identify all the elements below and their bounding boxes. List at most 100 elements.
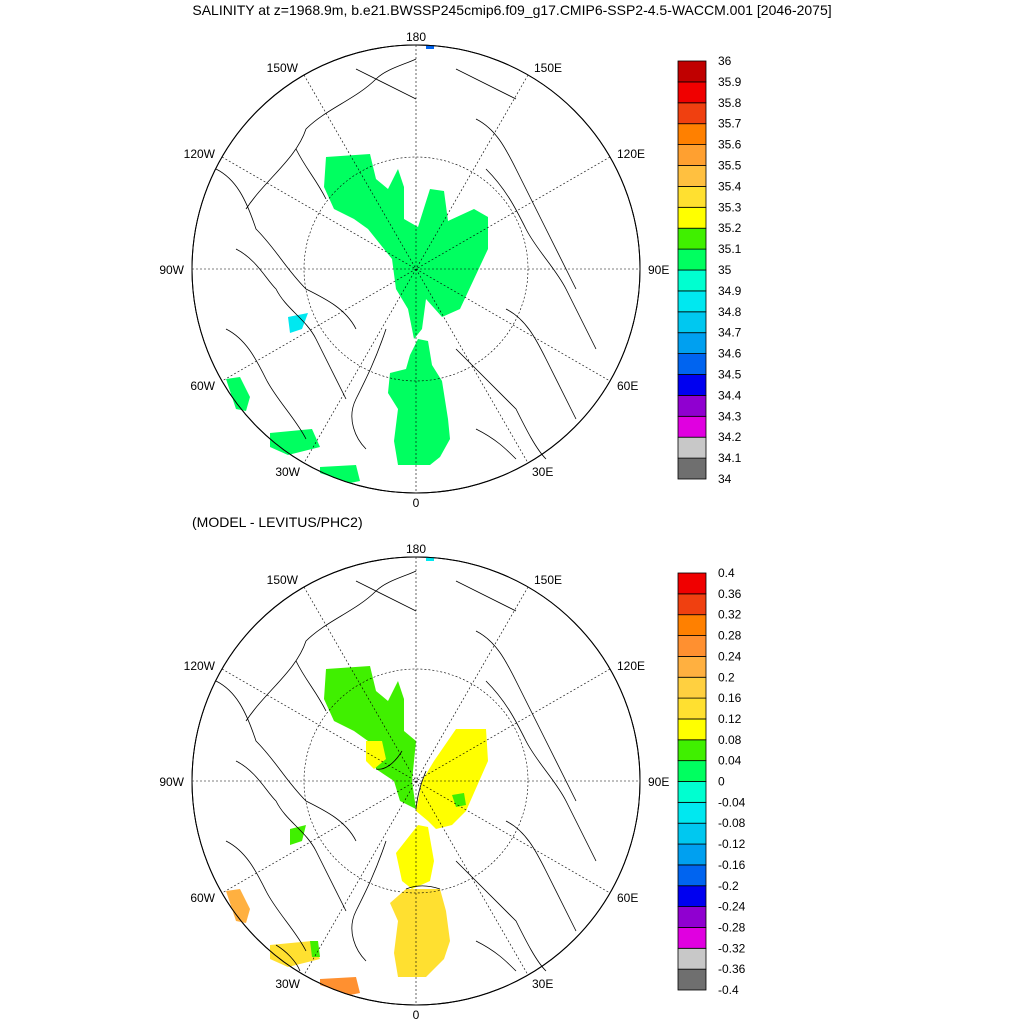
difference-colorbar-label: 0.04 bbox=[718, 754, 742, 768]
salinity-colorbar-box bbox=[677, 290, 707, 313]
difference-colorbar-label: 0.4 bbox=[718, 566, 735, 580]
difference-colorbar-label: -0.32 bbox=[718, 941, 746, 955]
difference-map: 180 150E 120E 90E 60E 30E 0 30W 60W 90W … bbox=[159, 542, 669, 1022]
salinity-colorbar-box bbox=[677, 227, 707, 250]
difference-colorbar-label: 0 bbox=[718, 775, 725, 789]
salinity-colorbar-box bbox=[677, 269, 707, 292]
difference-colorbar-box bbox=[677, 864, 707, 887]
difference-colorbar-label: 0.08 bbox=[718, 733, 742, 747]
salinity-colorbar-box bbox=[677, 436, 707, 459]
salinity-colorbar-label: 35.1 bbox=[718, 242, 742, 256]
lon-label-120e: 120E bbox=[617, 147, 645, 161]
difference-colorbar-box bbox=[677, 885, 707, 908]
salinity-colorbar-box bbox=[677, 394, 707, 417]
salinity-colorbar-label: 35 bbox=[718, 263, 732, 277]
lon-label-90e: 90E bbox=[648, 775, 669, 789]
coastlines bbox=[215, 58, 597, 460]
lon-label-90w: 90W bbox=[159, 263, 184, 277]
difference-colorbar-label: 0.24 bbox=[718, 649, 742, 663]
difference-colorbar-label: -0.36 bbox=[718, 962, 746, 976]
salinity-colorbar-box bbox=[677, 60, 707, 83]
difference-colorbar-box bbox=[677, 781, 707, 803]
difference-colorbar-box bbox=[677, 822, 707, 845]
salinity-colorbar-label: 35.4 bbox=[718, 179, 742, 193]
difference-colorbar-box bbox=[677, 968, 707, 991]
salinity-colorbar-label: 34.7 bbox=[718, 326, 742, 340]
difference-colorbar-label: -0.16 bbox=[718, 858, 746, 872]
lon-label-150e: 150E bbox=[534, 61, 562, 75]
salinity-colorbar-label: 35.8 bbox=[718, 96, 742, 110]
difference-colorbar-label: -0.12 bbox=[718, 837, 746, 851]
figure-title: SALINITY at z=1968.9m, b.e21.BWSSP245cmi… bbox=[192, 2, 832, 18]
coastlines-bottom bbox=[215, 570, 597, 972]
salinity-colorbar-label: 34.8 bbox=[718, 305, 742, 319]
difference-colorbar-label: 0.32 bbox=[718, 608, 742, 622]
salinity-colorbar-box bbox=[677, 144, 707, 166]
difference-colorbar-box bbox=[677, 635, 707, 657]
lon-label-120e: 120E bbox=[617, 659, 645, 673]
difference-colorbar-box bbox=[677, 906, 707, 928]
salinity-colorbar-label: 34.5 bbox=[718, 368, 742, 382]
difference-colorbar-box bbox=[677, 760, 707, 782]
salinity-colorbar-box bbox=[677, 374, 707, 396]
lon-label-60e: 60E bbox=[617, 891, 638, 905]
salinity-colorbar-label: 35.2 bbox=[718, 221, 742, 235]
graticule bbox=[192, 45, 640, 493]
difference-colorbar-box bbox=[677, 718, 707, 741]
lon-label-0: 0 bbox=[413, 1008, 420, 1022]
difference-colorbar-box bbox=[677, 676, 707, 699]
lon-label-30e: 30E bbox=[532, 465, 553, 479]
lon-label-30w: 30W bbox=[275, 465, 300, 479]
salinity-colorbar-box bbox=[677, 415, 707, 438]
salinity-colorbar-box bbox=[677, 311, 707, 334]
salinity-colorbar-label: 35.5 bbox=[718, 159, 742, 173]
difference-colorbar-label: -0.4 bbox=[718, 983, 739, 997]
difference-colorbar-label: -0.2 bbox=[718, 879, 739, 893]
salinity-colorbar-box bbox=[677, 81, 707, 104]
difference-colorbar-box bbox=[677, 593, 707, 616]
salinity-colorbar: 36 35.9 35.8 35.7 35.6 35.5 35.4 35.3 35.2 35.1 35… bbox=[677, 54, 742, 486]
difference-colorbar-label: -0.08 bbox=[718, 816, 746, 830]
graticule-bottom bbox=[192, 557, 640, 1005]
difference-subtitle: (MODEL - LEVITUS/PHC2) bbox=[192, 514, 363, 530]
difference-colorbar-box bbox=[677, 656, 707, 678]
difference-colorbar-box bbox=[677, 572, 707, 595]
salinity-colorbar-box bbox=[677, 123, 707, 145]
difference-field bbox=[226, 557, 488, 995]
difference-colorbar-box bbox=[677, 697, 707, 720]
difference-colorbar-label: -0.24 bbox=[718, 900, 746, 914]
salinity-colorbar-box bbox=[677, 102, 707, 125]
salinity-field bbox=[226, 154, 488, 483]
salinity-colorbar-label: 34.4 bbox=[718, 388, 742, 402]
salinity-colorbar-label: 35.6 bbox=[718, 138, 742, 152]
salinity-map: 180 150E 120E 90E 60E 30E 0 30W 60W 90W … bbox=[159, 30, 669, 510]
salinity-colorbar-box bbox=[677, 165, 707, 187]
salinity-colorbar-box bbox=[677, 457, 707, 480]
salinity-colorbar-box bbox=[677, 206, 707, 229]
salinity-colorbar-label: 34.9 bbox=[718, 284, 742, 298]
lon-label-0: 0 bbox=[413, 496, 420, 510]
difference-colorbar-label: 0.28 bbox=[718, 629, 742, 643]
salinity-colorbar-box bbox=[677, 248, 707, 271]
salinity-colorbar-label: 34.1 bbox=[718, 451, 742, 465]
lon-label-60e: 60E bbox=[617, 379, 638, 393]
blue-patch bbox=[426, 45, 434, 49]
difference-colorbar-box bbox=[677, 801, 707, 824]
lon-label-150w: 150W bbox=[267, 573, 299, 587]
lon-label-30w: 30W bbox=[275, 977, 300, 991]
salinity-colorbar-label: 35.9 bbox=[718, 75, 742, 89]
difference-colorbar-label: -0.04 bbox=[718, 795, 746, 809]
difference-colorbar-label: 0.16 bbox=[718, 691, 742, 705]
difference-colorbar-label: 0.36 bbox=[718, 587, 742, 601]
cyan-patch bbox=[288, 313, 308, 333]
lon-label-180: 180 bbox=[406, 30, 426, 44]
lon-label-90w: 90W bbox=[159, 775, 184, 789]
lon-label-180: 180 bbox=[406, 542, 426, 556]
difference-colorbar: 0.4 0.36 0.32 0.28 0.24 0.2 0.16 0.12 0.08 0.04 0 -… bbox=[677, 566, 746, 997]
lon-label-30e: 30E bbox=[532, 977, 553, 991]
difference-colorbar-box bbox=[677, 927, 707, 949]
salinity-colorbar-label: 34.2 bbox=[718, 430, 742, 444]
salinity-colorbar-label: 34 bbox=[718, 472, 732, 486]
lon-label-150w: 150W bbox=[267, 61, 299, 75]
lon-label-60w: 60W bbox=[190, 379, 215, 393]
